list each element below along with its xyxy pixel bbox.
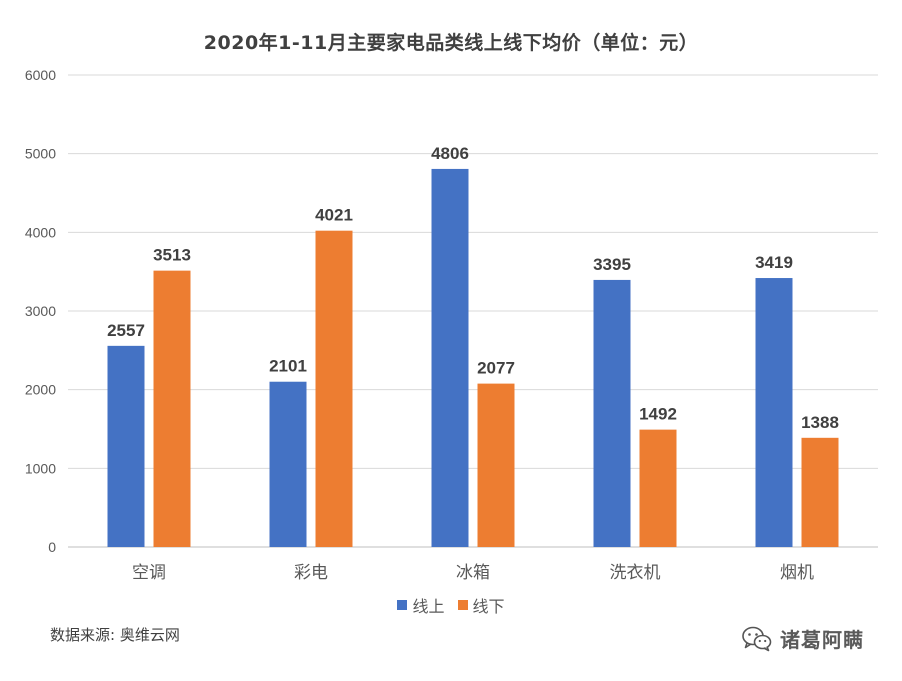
legend: 线上 线下 [0,593,902,617]
data-label: 4021 [315,206,353,225]
x-tick-label: 冰箱 [456,563,490,583]
bars [107,168,839,548]
data-label: 2557 [107,321,145,340]
legend-label-offline: 线下 [472,597,505,616]
x-tick-label: 烟机 [780,563,814,583]
data-labels: 2557 3513 2101 4021 4806 2077 3395 1492 3419 1388 [107,144,839,432]
source-value: 奥维云网 [119,626,180,644]
legend-swatch-online [397,600,408,610]
bar-online [593,279,631,547]
gridlines [68,74,878,548]
y-tick-label: 6000 [25,67,56,83]
y-tick-label: 2000 [25,382,56,398]
bar-online [107,345,145,547]
bar-online [269,381,307,547]
bar-offline [639,429,677,547]
source-label: 数据来源: [50,626,116,644]
data-label: 3513 [153,246,191,265]
bar-offline [477,383,515,547]
x-tick-label: 洗衣机 [610,563,661,583]
chart-title: 2020年1-11月主要家电品类线上线下均价（单位：元） [203,32,699,54]
y-tick-label: 0 [48,539,56,555]
bar-online [755,278,793,547]
bar-offline [153,270,191,547]
y-tick-label: 4000 [25,224,56,240]
y-axis-ticks: 0 1000 2000 3000 4000 5000 6000 [25,67,56,555]
bar-offline [801,437,839,547]
x-axis-ticks: 空调 彩电 冰箱 洗衣机 烟机 [132,563,814,583]
watermark-text: 诸葛阿瞒 [780,628,864,652]
y-tick-label: 1000 [25,460,56,476]
x-tick-label: 彩电 [294,563,328,583]
data-label: 1492 [639,405,677,424]
y-tick-label: 3000 [25,303,56,319]
bar-online [431,168,469,548]
legend-item-offline: 线下 [457,593,505,617]
data-label: 3419 [755,253,793,272]
legend-swatch-offline [457,600,468,610]
data-label: 4806 [431,144,469,163]
data-label: 3395 [593,255,631,274]
bar-offline [315,230,353,547]
watermark: 诸葛阿瞒 [742,624,864,653]
x-tick-label: 空调 [132,563,166,583]
data-label: 1388 [801,413,839,432]
data-label: 2077 [477,359,515,378]
legend-label-online: 线上 [412,597,445,616]
y-tick-label: 5000 [25,146,56,162]
data-label: 2101 [269,357,307,376]
wechat-icon [742,626,772,651]
source-note: 数据来源: 奥维云网 [50,624,180,645]
legend-item-online: 线上 [397,593,444,617]
